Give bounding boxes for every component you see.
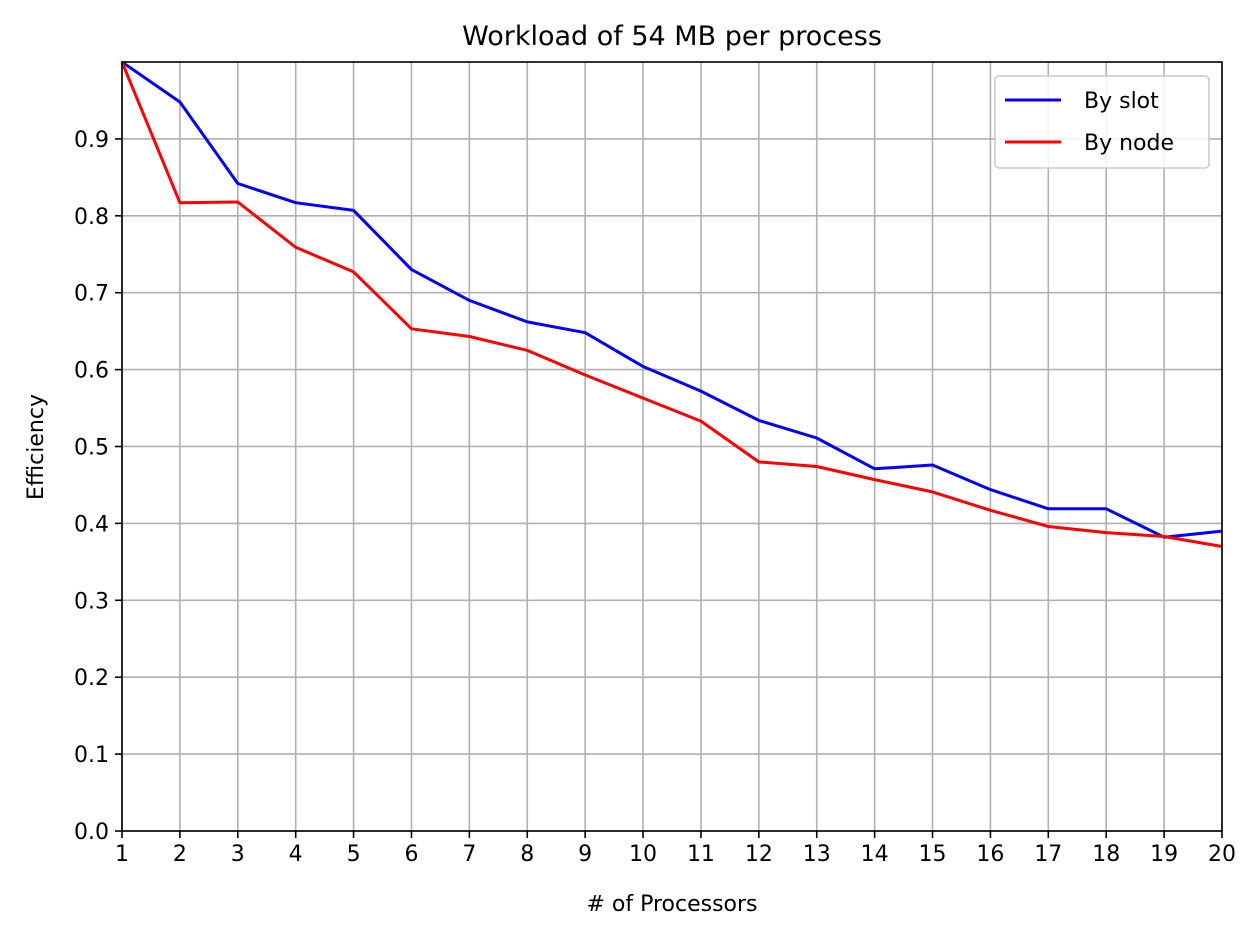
- y-tick-label: 0.9: [74, 128, 109, 153]
- x-tick-label: 7: [462, 842, 476, 867]
- y-tick-label: 0.6: [74, 359, 109, 384]
- y-tick-label: 0.8: [74, 205, 109, 230]
- x-tick-label: 18: [1092, 842, 1120, 867]
- x-tick-label: 5: [347, 842, 361, 867]
- series-line-by-node: [120, 61, 1223, 548]
- legend-label-by-node: By node: [1084, 131, 1174, 156]
- grid-lines: [121, 62, 1223, 832]
- y-axis-ticks: 0.0 0.1 0.2 0.3 0.4 0.5 0.6 0.7 0.8 0.9: [74, 128, 122, 845]
- y-tick-label: 0.1: [74, 743, 109, 768]
- x-tick-label: 20: [1208, 842, 1236, 867]
- x-tick-label: 13: [803, 842, 831, 867]
- x-tick-label: 8: [520, 842, 534, 867]
- chart-title: Workload of 54 MB per process: [462, 21, 882, 52]
- y-tick-label: 0.7: [74, 282, 109, 307]
- x-axis-label: # of Processors: [586, 892, 757, 917]
- y-tick-label: 0.0: [74, 820, 109, 845]
- x-tick-label: 17: [1034, 842, 1062, 867]
- x-tick-label: 11: [687, 842, 715, 867]
- x-tick-label: 1: [115, 842, 129, 867]
- legend: By slot By node: [994, 75, 1210, 169]
- y-tick-label: 0.4: [74, 512, 109, 537]
- y-tick-label: 0.5: [74, 436, 109, 461]
- x-tick-label: 9: [578, 842, 592, 867]
- series-line-by-slot: [121, 60, 1223, 539]
- x-axis-ticks: 1 2 3 4 5 6 7 8 9 10 11 12 13 14 15 16 17 18 19 20: [115, 831, 1236, 867]
- x-tick-label: 19: [1150, 842, 1178, 867]
- x-tick-label: 4: [289, 842, 303, 867]
- x-tick-label: 12: [745, 842, 773, 867]
- legend-label-by-slot: By slot: [1084, 89, 1159, 114]
- x-tick-label: 3: [231, 842, 245, 867]
- y-axis-label: Efficiency: [24, 394, 49, 500]
- x-tick-label: 14: [861, 842, 889, 867]
- x-tick-label: 15: [919, 842, 947, 867]
- x-tick-label: 6: [404, 842, 418, 867]
- y-tick-label: 0.3: [74, 589, 109, 614]
- series-layer: [120, 60, 1223, 548]
- x-tick-label: 16: [976, 842, 1004, 867]
- x-tick-label: 10: [629, 842, 657, 867]
- x-tick-label: 2: [173, 842, 187, 867]
- y-tick-label: 0.2: [74, 666, 109, 691]
